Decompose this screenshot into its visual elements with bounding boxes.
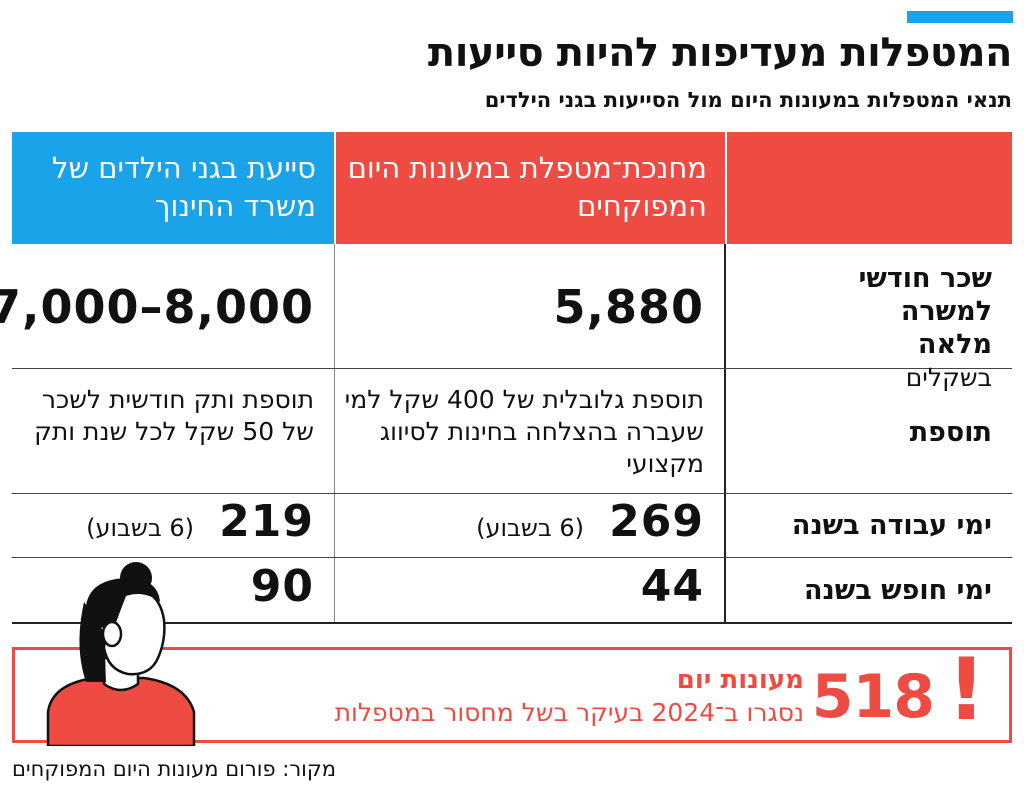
kindergarten-workdays-cell: 219 (6 בשבוע) xyxy=(12,496,332,554)
accent-bar xyxy=(907,11,1013,23)
daycare-workdays: 269 xyxy=(609,496,704,547)
column-divider xyxy=(724,244,726,622)
daycare-vacation: 44 xyxy=(640,561,704,612)
kindergarten-workdays: 219 xyxy=(219,496,314,547)
row-label-workdays: ימי עבודה בשנה xyxy=(791,510,992,541)
header-kindergarten: סייעת בגני הילדים של משרד החינוך xyxy=(12,132,334,244)
column-divider xyxy=(334,244,335,622)
row-label-salary: שכר חודשי למשרה מלאה בשקלים xyxy=(727,262,1012,392)
row-label-salary-text: שכר חודשי למשרה מלאה xyxy=(858,263,992,360)
daycare-salary: 5,880 xyxy=(553,280,704,334)
kindergarten-salary: 8,000–7,000 xyxy=(0,280,314,334)
callout-headline: מעונות יום xyxy=(676,665,804,695)
kindergarten-workdays-note: (6 בשבוע) xyxy=(86,514,195,542)
row-divider xyxy=(12,622,1012,624)
alert-icon: ! xyxy=(946,640,986,740)
daycare-workdays-cell: 269 (6 בשבוע) xyxy=(336,496,722,554)
page-subtitle: תנאי המטפלות במעונות היום מול הסייעות בג… xyxy=(484,88,1012,112)
row-label-bonus: תוספת xyxy=(909,417,992,448)
row-label-salary-unit: בשקלים xyxy=(905,363,992,392)
woman-illustration xyxy=(46,562,196,746)
row-divider xyxy=(12,493,1012,494)
row-divider xyxy=(12,557,1012,558)
kindergarten-vacation: 90 xyxy=(250,561,314,612)
callout-number: 518 xyxy=(811,662,935,732)
callout-text: נסגרו ב־2024 בעיקר בשל מחסור במטפלות xyxy=(334,698,804,727)
row-label-vacation: ימי חופש בשנה xyxy=(803,575,992,606)
kindergarten-bonus: תוספת ותק חודשית לשכר של 50 שקל לכל שנת … xyxy=(34,385,314,446)
header-daycare: מחנכת־מטפלת במעונות היום המפוקחים xyxy=(336,132,725,244)
source-credit: מקור: פורום מעונות היום המפוקחים xyxy=(12,757,337,781)
row-divider xyxy=(12,368,1012,369)
page-title: המטפלות מעדיפות להיות סייעות xyxy=(427,30,1013,76)
daycare-workdays-note: (6 בשבוע) xyxy=(476,514,585,542)
daycare-bonus: תוספת גלובלית של 400 שקל למי שעברה בהצלח… xyxy=(344,385,704,478)
header-label-cell xyxy=(727,132,1012,244)
